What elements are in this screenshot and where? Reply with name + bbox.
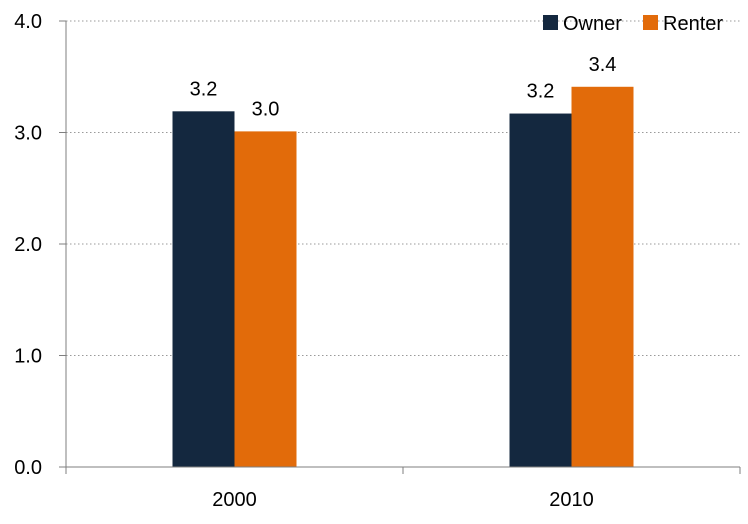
y-tick-label: 3.0 [14,123,42,145]
x-tick-label: 2000 [212,489,257,511]
legend-label-owner: Owner [563,13,622,35]
bar-renter-2010 [571,86,634,467]
data-label: 3.4 [589,54,617,76]
y-tick-label: 0.0 [14,457,42,479]
bar-owner-2010 [509,113,572,468]
y-tick-label: 1.0 [14,346,42,368]
y-tick-labels: 0.0 1.0 2.0 3.0 4.0 [14,11,42,479]
legend-swatch-owner [543,15,558,30]
y-tick-label: 2.0 [14,234,42,256]
data-labels: 3.2 3.0 3.2 3.4 [190,54,617,121]
bar-renter-2000 [234,131,297,467]
gridlines [66,20,740,356]
legend: Owner Renter [543,13,723,35]
bars [172,86,634,468]
legend-swatch-renter [643,15,658,30]
axes [59,20,741,474]
data-label: 3.0 [252,98,280,120]
x-tick-label: 2010 [549,489,594,511]
data-label: 3.2 [527,81,555,103]
bar-owner-2000 [172,111,235,467]
data-label: 3.2 [190,78,218,100]
x-tick-labels: 2000 2010 [212,489,594,511]
y-tick-label: 4.0 [14,11,42,33]
legend-label-renter: Renter [663,13,723,35]
